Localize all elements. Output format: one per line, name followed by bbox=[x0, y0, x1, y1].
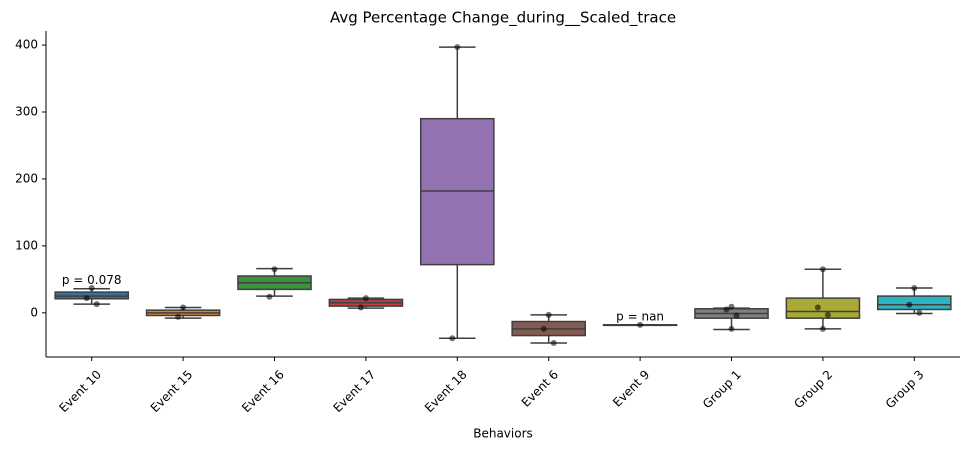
point bbox=[814, 304, 821, 311]
point bbox=[362, 295, 369, 302]
point bbox=[728, 303, 735, 310]
box bbox=[785, 297, 861, 319]
point bbox=[545, 311, 552, 318]
chart-title: Avg Percentage Change_during__Scaled_tra… bbox=[330, 9, 676, 28]
point bbox=[540, 325, 547, 332]
annotation: p = 0.078 bbox=[62, 273, 122, 287]
point bbox=[906, 301, 913, 308]
y-tick-label: 400 bbox=[15, 38, 38, 52]
point bbox=[93, 301, 100, 308]
point bbox=[824, 311, 831, 318]
point bbox=[637, 321, 644, 328]
x-tick-label: Event 18 bbox=[422, 367, 470, 415]
x-tick-label: Event 15 bbox=[148, 367, 196, 415]
x-tick-label: Event 16 bbox=[239, 367, 287, 415]
point bbox=[916, 309, 923, 316]
box bbox=[876, 295, 952, 311]
point bbox=[723, 306, 730, 313]
point bbox=[819, 266, 826, 273]
x-tick-label: Group 3 bbox=[883, 367, 927, 411]
point bbox=[449, 335, 456, 342]
y-tick-label: 0 bbox=[30, 305, 38, 319]
point bbox=[175, 313, 182, 320]
point bbox=[357, 304, 364, 311]
x-tick-label: Group 1 bbox=[700, 367, 744, 411]
y-tick-label: 300 bbox=[15, 104, 38, 118]
y-tick-label: 100 bbox=[15, 238, 38, 252]
point bbox=[911, 285, 918, 292]
annotation: p = nan bbox=[616, 309, 664, 323]
point bbox=[266, 293, 273, 300]
y-tick-label: 200 bbox=[15, 171, 38, 185]
x-tick-label: Event 6 bbox=[519, 367, 561, 409]
point bbox=[180, 304, 187, 311]
x-tick-label: Event 17 bbox=[331, 367, 379, 415]
x-tick-label: Group 2 bbox=[791, 367, 835, 411]
x-tick-label: Event 10 bbox=[56, 367, 104, 415]
point bbox=[454, 44, 461, 51]
point bbox=[83, 295, 90, 302]
x-tick-label: Event 9 bbox=[610, 367, 652, 409]
point bbox=[550, 339, 557, 346]
point bbox=[733, 312, 740, 319]
point bbox=[271, 266, 278, 273]
x-axis-label: Behaviors bbox=[473, 427, 533, 441]
point bbox=[88, 285, 95, 292]
point bbox=[728, 325, 735, 332]
point bbox=[819, 325, 826, 332]
